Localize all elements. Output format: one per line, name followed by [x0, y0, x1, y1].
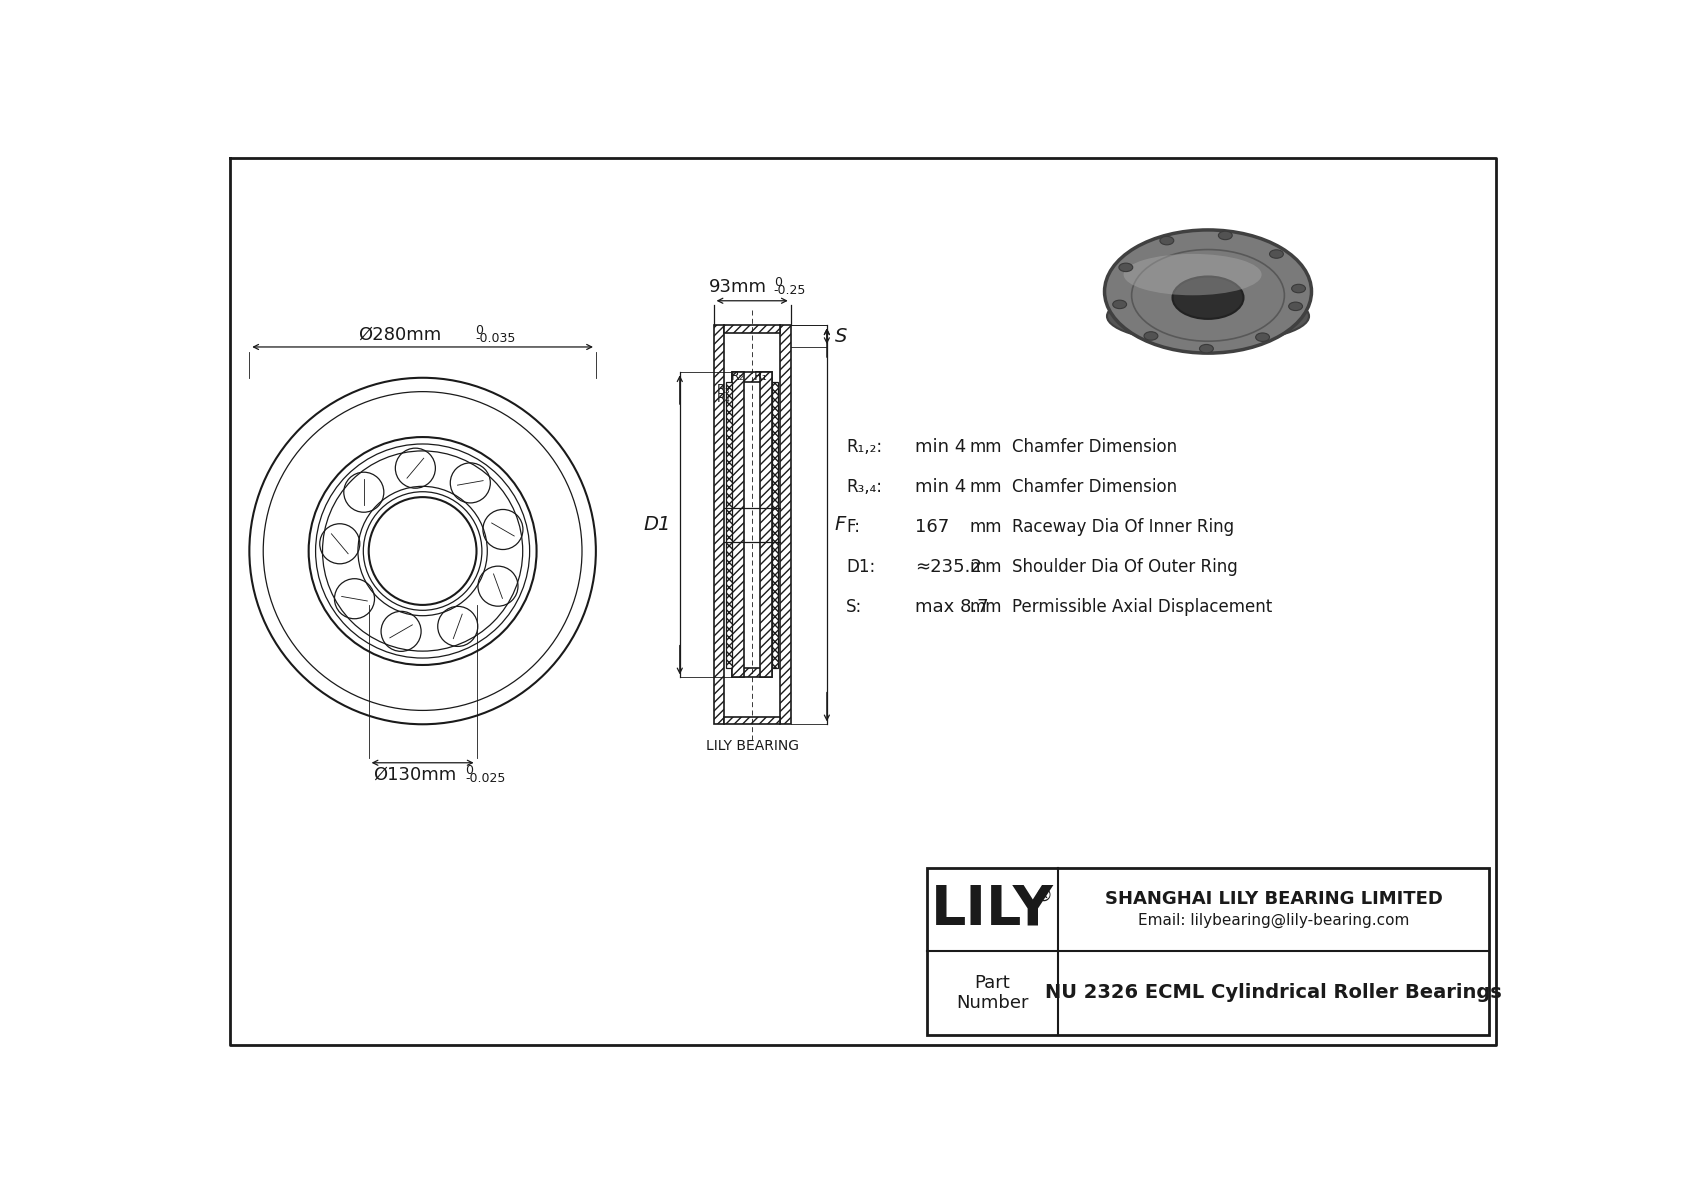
- Text: mm: mm: [970, 438, 1002, 456]
- Bar: [773, 381, 778, 668]
- Text: S:: S:: [845, 598, 862, 616]
- Text: R₂: R₂: [731, 369, 744, 382]
- Bar: [780, 325, 791, 724]
- Text: Chamfer Dimension: Chamfer Dimension: [1012, 438, 1177, 456]
- Text: mm: mm: [970, 478, 1002, 497]
- Bar: [724, 717, 780, 724]
- Text: Ø130mm: Ø130mm: [374, 766, 456, 784]
- Text: ®: ®: [1034, 887, 1052, 905]
- Ellipse shape: [1105, 230, 1312, 353]
- Text: 167: 167: [916, 518, 950, 536]
- Text: SHANGHAI LILY BEARING LIMITED: SHANGHAI LILY BEARING LIMITED: [1105, 890, 1443, 908]
- Bar: [733, 668, 773, 678]
- Text: ≈235.2: ≈235.2: [916, 559, 982, 576]
- Ellipse shape: [1113, 300, 1127, 308]
- Text: mm: mm: [970, 518, 1002, 536]
- Ellipse shape: [1106, 289, 1308, 343]
- Text: max 8.7: max 8.7: [916, 598, 989, 616]
- Text: -0.035: -0.035: [475, 332, 515, 345]
- Text: LILY BEARING: LILY BEARING: [706, 738, 798, 753]
- Text: R₁,₂:: R₁,₂:: [845, 438, 882, 456]
- Text: Permissible Axial Displacement: Permissible Axial Displacement: [1012, 598, 1271, 616]
- Text: Ø280mm: Ø280mm: [359, 325, 441, 344]
- Ellipse shape: [1172, 276, 1243, 319]
- Text: F:: F:: [845, 518, 861, 536]
- Text: NU 2326 ECML Cylindrical Roller Bearings: NU 2326 ECML Cylindrical Roller Bearings: [1046, 984, 1502, 1003]
- Ellipse shape: [1256, 333, 1270, 342]
- Text: min 4: min 4: [916, 478, 967, 497]
- Bar: [926, 868, 1489, 1035]
- Text: R₄: R₄: [717, 392, 731, 405]
- Bar: [733, 373, 744, 678]
- Bar: [726, 381, 733, 668]
- Text: D1: D1: [643, 516, 670, 535]
- Text: mm: mm: [970, 559, 1002, 576]
- Text: R₁: R₁: [754, 369, 768, 382]
- Text: -0.025: -0.025: [465, 772, 505, 785]
- Ellipse shape: [1123, 254, 1261, 295]
- Text: D1:: D1:: [845, 559, 876, 576]
- Text: 0: 0: [475, 324, 483, 337]
- Ellipse shape: [1219, 231, 1233, 239]
- Text: 0: 0: [773, 276, 781, 288]
- Text: Raceway Dia Of Inner Ring: Raceway Dia Of Inner Ring: [1012, 518, 1234, 536]
- Text: F: F: [835, 516, 845, 535]
- Text: 93mm: 93mm: [709, 278, 768, 295]
- Text: Chamfer Dimension: Chamfer Dimension: [1012, 478, 1177, 497]
- Text: LILY: LILY: [931, 883, 1054, 937]
- Ellipse shape: [1270, 250, 1283, 258]
- Text: 0: 0: [465, 763, 473, 777]
- Bar: [759, 373, 773, 678]
- Ellipse shape: [1118, 263, 1133, 272]
- Ellipse shape: [1160, 236, 1174, 245]
- Ellipse shape: [1143, 332, 1159, 341]
- Text: mm: mm: [970, 598, 1002, 616]
- Text: Part
Number: Part Number: [957, 973, 1029, 1012]
- Text: R₃: R₃: [717, 384, 731, 397]
- Text: min 4: min 4: [916, 438, 967, 456]
- Text: R₃,₄:: R₃,₄:: [845, 478, 882, 497]
- Text: Email: lilybearing@lily-bearing.com: Email: lilybearing@lily-bearing.com: [1138, 913, 1410, 928]
- Ellipse shape: [1199, 344, 1214, 353]
- Text: -0.25: -0.25: [773, 285, 807, 298]
- Text: S: S: [835, 326, 847, 345]
- Bar: [724, 325, 780, 333]
- Ellipse shape: [1292, 285, 1305, 293]
- Bar: [733, 373, 773, 381]
- Text: Shoulder Dia Of Outer Ring: Shoulder Dia Of Outer Ring: [1012, 559, 1238, 576]
- Bar: [714, 325, 724, 724]
- Ellipse shape: [1288, 303, 1302, 311]
